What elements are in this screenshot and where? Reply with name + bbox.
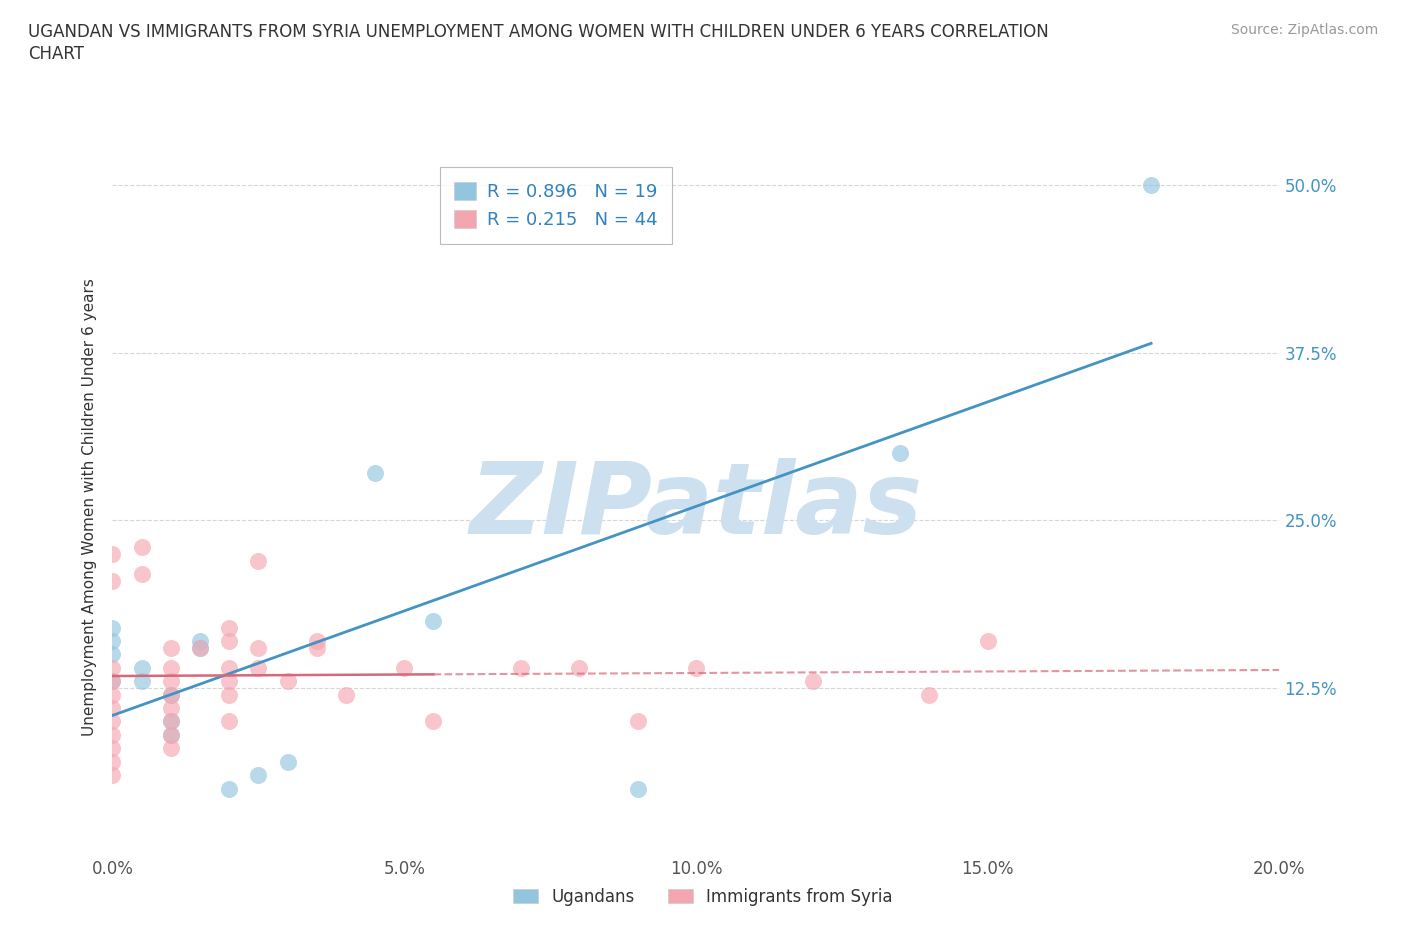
Point	[160, 714, 183, 729]
Point	[101, 767, 124, 782]
Legend: Ugandans, Immigrants from Syria: Ugandans, Immigrants from Syria	[506, 881, 900, 912]
Point	[422, 714, 444, 729]
Point	[568, 660, 591, 675]
Text: UGANDAN VS IMMIGRANTS FROM SYRIA UNEMPLOYMENT AMONG WOMEN WITH CHILDREN UNDER 6 : UGANDAN VS IMMIGRANTS FROM SYRIA UNEMPLO…	[28, 23, 1049, 41]
Point	[160, 727, 183, 742]
Point	[218, 714, 240, 729]
Point	[218, 781, 240, 796]
Point	[160, 687, 183, 702]
Point	[160, 727, 183, 742]
Point	[247, 660, 270, 675]
Point	[188, 640, 211, 655]
Point	[801, 673, 824, 688]
Point	[685, 660, 707, 675]
Text: Source: ZipAtlas.com: Source: ZipAtlas.com	[1230, 23, 1378, 37]
Point	[509, 660, 531, 675]
Point	[101, 573, 124, 588]
Point	[276, 754, 298, 769]
Point	[160, 741, 183, 756]
Point	[422, 614, 444, 629]
Point	[101, 647, 124, 662]
Point	[918, 687, 941, 702]
Point	[101, 673, 124, 688]
Point	[1140, 178, 1163, 193]
Point	[889, 445, 911, 460]
Point	[160, 660, 183, 675]
Point	[188, 633, 211, 648]
Point	[101, 633, 124, 648]
Point	[160, 640, 183, 655]
Y-axis label: Unemployment Among Women with Children Under 6 years: Unemployment Among Women with Children U…	[82, 278, 97, 736]
Point	[160, 687, 183, 702]
Point	[218, 673, 240, 688]
Point	[160, 700, 183, 715]
Point	[101, 620, 124, 635]
Point	[218, 687, 240, 702]
Legend: R = 0.896   N = 19, R = 0.215   N = 44: R = 0.896 N = 19, R = 0.215 N = 44	[440, 167, 672, 244]
Point	[160, 673, 183, 688]
Point	[101, 700, 124, 715]
Point	[131, 673, 153, 688]
Point	[101, 741, 124, 756]
Point	[626, 714, 648, 729]
Point	[131, 539, 153, 554]
Text: CHART: CHART	[28, 45, 84, 62]
Point	[335, 687, 357, 702]
Point	[131, 566, 153, 581]
Point	[188, 640, 211, 655]
Point	[626, 781, 648, 796]
Point	[247, 640, 270, 655]
Point	[160, 714, 183, 729]
Point	[131, 660, 153, 675]
Point	[101, 673, 124, 688]
Point	[101, 714, 124, 729]
Point	[218, 660, 240, 675]
Point	[218, 620, 240, 635]
Point	[101, 546, 124, 561]
Point	[305, 633, 328, 648]
Point	[101, 727, 124, 742]
Point	[101, 660, 124, 675]
Point	[218, 633, 240, 648]
Point	[101, 754, 124, 769]
Text: ZIPatlas: ZIPatlas	[470, 458, 922, 555]
Point	[364, 466, 387, 481]
Point	[305, 640, 328, 655]
Point	[101, 687, 124, 702]
Point	[276, 673, 298, 688]
Point	[247, 553, 270, 568]
Point	[392, 660, 416, 675]
Point	[247, 767, 270, 782]
Point	[976, 633, 998, 648]
